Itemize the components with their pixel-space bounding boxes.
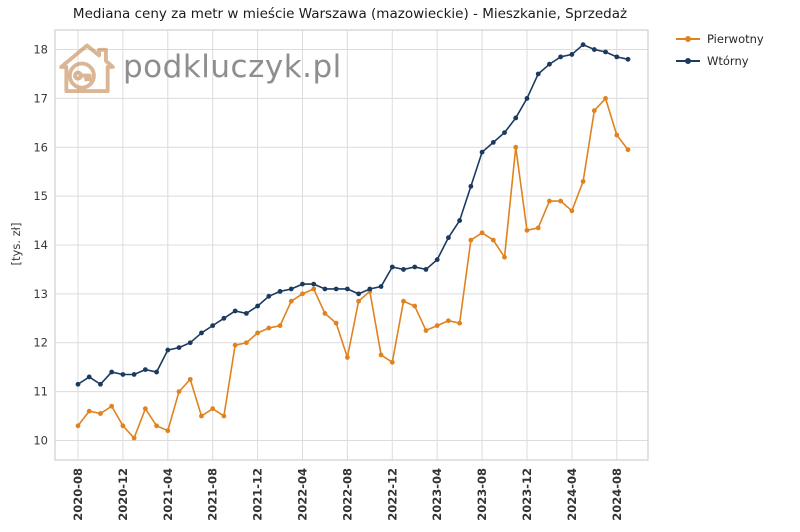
y-tick-labels: 10 11 12 13 14 15 16 17 18 — [33, 43, 48, 448]
legend-label-pierwotny: Pierwotny — [707, 32, 764, 46]
legend-item-wtorny: Wtórny — [676, 54, 764, 68]
svg-text:2020-12: 2020-12 — [116, 468, 130, 521]
svg-text:2021-04: 2021-04 — [161, 468, 175, 521]
svg-text:2020-08: 2020-08 — [71, 468, 85, 521]
svg-text:12: 12 — [33, 336, 48, 350]
svg-text:2023-04: 2023-04 — [430, 468, 444, 521]
gridlines — [55, 30, 648, 460]
legend-marker-wtorny-icon — [676, 57, 700, 65]
svg-text:2023-12: 2023-12 — [520, 468, 534, 521]
svg-text:10: 10 — [33, 433, 48, 447]
svg-text:2022-04: 2022-04 — [295, 468, 309, 521]
legend-marker-pierwotny-icon — [676, 35, 700, 43]
legend-label-wtorny: Wtórny — [707, 54, 749, 68]
svg-text:2024-08: 2024-08 — [610, 468, 624, 521]
x-tick-labels: 2020-08 2020-12 2021-04 2021-08 2021-12 2022-… — [71, 468, 624, 521]
svg-text:11: 11 — [33, 385, 48, 399]
svg-text:18: 18 — [33, 43, 48, 57]
legend-item-pierwotny: Pierwotny — [676, 32, 764, 46]
svg-text:2021-12: 2021-12 — [251, 468, 265, 521]
chart-title: Mediana ceny za metr w mieście Warszawa … — [72, 6, 628, 22]
svg-text:14: 14 — [33, 238, 48, 252]
svg-text:2021-08: 2021-08 — [206, 468, 220, 521]
svg-text:2024-04: 2024-04 — [565, 468, 579, 521]
svg-text:16: 16 — [33, 140, 48, 154]
svg-text:15: 15 — [33, 189, 48, 203]
series-wtórny — [75, 42, 631, 387]
svg-text:13: 13 — [33, 287, 48, 301]
series-pierwotny — [75, 96, 631, 441]
svg-text:17: 17 — [33, 91, 48, 105]
svg-text:2022-08: 2022-08 — [340, 468, 354, 521]
svg-text:2022-12: 2022-12 — [385, 468, 399, 521]
axes-spines — [54, 29, 649, 461]
svg-text:2023-08: 2023-08 — [475, 468, 489, 521]
legend: Pierwotny Wtórny — [676, 32, 764, 68]
